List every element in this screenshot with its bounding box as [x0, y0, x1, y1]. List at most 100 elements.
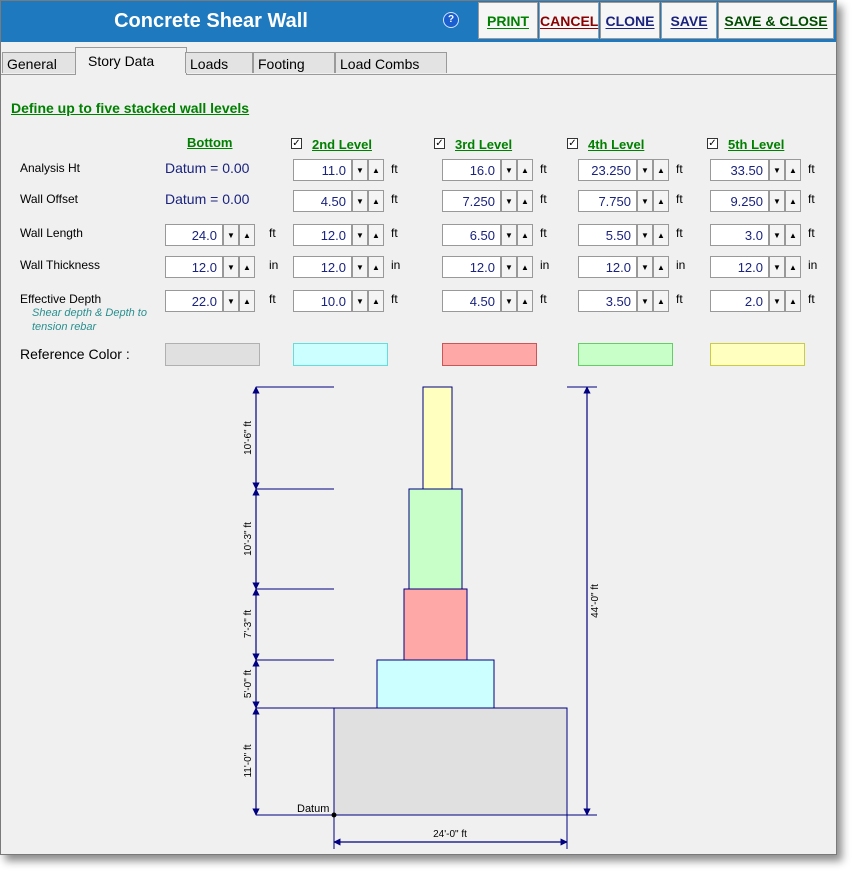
spinner-down-icon[interactable]: ▼: [769, 224, 785, 246]
spinner-up-icon[interactable]: ▲: [517, 256, 533, 278]
wall-thickness-level-2-input[interactable]: 12.0: [293, 256, 352, 278]
spinner-up-icon[interactable]: ▲: [368, 256, 384, 278]
spinner-up-icon[interactable]: ▲: [239, 224, 255, 246]
spinner-up-icon[interactable]: ▲: [785, 256, 801, 278]
spinner-up-icon[interactable]: ▲: [653, 290, 669, 312]
spinner-down-icon[interactable]: ▼: [352, 190, 368, 212]
wall-thickness-bottom-input[interactable]: 12.0: [165, 256, 223, 278]
spinner-up-icon[interactable]: ▲: [368, 190, 384, 212]
level-5-checkbox[interactable]: ✓: [707, 138, 718, 149]
level-2-color-swatch[interactable]: [293, 343, 388, 366]
level-4-checkbox[interactable]: ✓: [567, 138, 578, 149]
spinner-down-icon[interactable]: ▼: [769, 290, 785, 312]
spinner-down-icon[interactable]: ▼: [501, 190, 517, 212]
wall-offset-level-3-input[interactable]: 7.250: [442, 190, 501, 212]
spinner-down-icon[interactable]: ▼: [223, 256, 239, 278]
wall-offset-level-5-input[interactable]: 9.250: [710, 190, 769, 212]
analysis-ht-level-4-input[interactable]: 23.250: [578, 159, 637, 181]
spinner-down-icon[interactable]: ▼: [501, 159, 517, 181]
tab-loads[interactable]: Loads: [185, 52, 253, 73]
clone-button[interactable]: CLONE: [600, 2, 660, 39]
spinner-down-icon[interactable]: ▼: [223, 224, 239, 246]
spinner-down-icon[interactable]: ▼: [769, 256, 785, 278]
effective-depth-level-4-input[interactable]: 3.50: [578, 290, 637, 312]
spinner-up-icon[interactable]: ▲: [785, 290, 801, 312]
level-3-color-swatch[interactable]: [442, 343, 537, 366]
tab-story-data[interactable]: Story Data: [75, 47, 187, 75]
spinner-up-icon[interactable]: ▲: [785, 224, 801, 246]
spinner-down-icon[interactable]: ▼: [637, 290, 653, 312]
wall-length-level-2-input[interactable]: 12.0: [293, 224, 352, 246]
unit-label: ft: [540, 162, 547, 176]
save-button[interactable]: SAVE: [661, 2, 717, 39]
tab-general[interactable]: General: [2, 52, 80, 73]
wall-length-level-3-input[interactable]: 6.50: [442, 224, 501, 246]
analysis-ht-level-3-input[interactable]: 16.0: [442, 159, 501, 181]
effective-depth-level-3-input[interactable]: 4.50: [442, 290, 501, 312]
spinner-down-icon[interactable]: ▼: [501, 224, 517, 246]
tab-footing[interactable]: Footing: [253, 52, 335, 73]
cancel-button[interactable]: CANCEL: [539, 2, 599, 39]
effective-depth-bottom-input[interactable]: 22.0: [165, 290, 223, 312]
unit-label: ft: [540, 192, 547, 206]
spinner-down-icon[interactable]: ▼: [769, 190, 785, 212]
save-close-button[interactable]: SAVE & CLOSE: [718, 2, 834, 39]
spinner-down-icon[interactable]: ▼: [769, 159, 785, 181]
bottom-color-swatch[interactable]: [165, 343, 260, 366]
spinner-up-icon[interactable]: ▲: [239, 290, 255, 312]
tab-strip: General Story Data Loads Footing Load Co…: [1, 47, 836, 75]
spinner-down-icon[interactable]: ▼: [223, 290, 239, 312]
spinner-down-icon[interactable]: ▼: [637, 159, 653, 181]
analysis-ht-level-5-input[interactable]: 33.50: [710, 159, 769, 181]
level-5-color-swatch[interactable]: [710, 343, 805, 366]
spinner-up-icon[interactable]: ▲: [368, 290, 384, 312]
spinner-down-icon[interactable]: ▼: [352, 224, 368, 246]
level-2-checkbox[interactable]: ✓: [291, 138, 302, 149]
level-3-checkbox[interactable]: ✓: [434, 138, 445, 149]
level-4-color-swatch[interactable]: [578, 343, 673, 366]
effective-depth-level-5-input[interactable]: 2.0: [710, 290, 769, 312]
wall-thickness-level-3-input[interactable]: 12.0: [442, 256, 501, 278]
spinner-down-icon[interactable]: ▼: [637, 224, 653, 246]
datum-label: Datum: [297, 803, 329, 815]
effective-depth-level-2-input[interactable]: 10.0: [293, 290, 352, 312]
unit-label: in: [808, 258, 818, 272]
spinner-down-icon[interactable]: ▼: [352, 290, 368, 312]
level-5-label: 5th Level: [728, 137, 785, 152]
spinner-up-icon[interactable]: ▲: [517, 159, 533, 181]
spinner-up-icon[interactable]: ▲: [517, 290, 533, 312]
spinner-up-icon[interactable]: ▲: [653, 256, 669, 278]
spinner-up-icon[interactable]: ▲: [653, 224, 669, 246]
analysis-ht-label: Analysis Ht: [20, 161, 81, 175]
spinner-down-icon[interactable]: ▼: [637, 190, 653, 212]
level-4-wall-block: [408, 488, 463, 590]
spinner-down-icon[interactable]: ▼: [637, 256, 653, 278]
spinner-up-icon[interactable]: ▲: [785, 190, 801, 212]
unit-label: ft: [808, 292, 815, 306]
unit-label: in: [269, 258, 279, 272]
spinner-up-icon[interactable]: ▲: [653, 190, 669, 212]
tab-load-combs[interactable]: Load Combs: [335, 52, 447, 73]
wall-length-level-5-input[interactable]: 3.0: [710, 224, 769, 246]
effective-depth-label: Effective Depth: [20, 292, 102, 306]
spinner-down-icon[interactable]: ▼: [501, 290, 517, 312]
spinner-down-icon[interactable]: ▼: [352, 256, 368, 278]
print-button[interactable]: PRINT: [478, 2, 538, 39]
spinner-down-icon[interactable]: ▼: [501, 256, 517, 278]
wall-length-level-4-input[interactable]: 5.50: [578, 224, 637, 246]
spinner-up-icon[interactable]: ▲: [785, 159, 801, 181]
spinner-up-icon[interactable]: ▲: [653, 159, 669, 181]
analysis-ht-level-2-input[interactable]: 11.0: [293, 159, 352, 181]
wall-thickness-level-4-input[interactable]: 12.0: [578, 256, 637, 278]
spinner-up-icon[interactable]: ▲: [239, 256, 255, 278]
spinner-up-icon[interactable]: ▲: [368, 159, 384, 181]
wall-offset-level-2-input[interactable]: 4.50: [293, 190, 352, 212]
wall-offset-level-4-input[interactable]: 7.750: [578, 190, 637, 212]
spinner-up-icon[interactable]: ▲: [517, 224, 533, 246]
spinner-up-icon[interactable]: ▲: [368, 224, 384, 246]
help-icon[interactable]: ?: [443, 12, 459, 28]
spinner-down-icon[interactable]: ▼: [352, 159, 368, 181]
wall-thickness-level-5-input[interactable]: 12.0: [710, 256, 769, 278]
wall-length-bottom-input[interactable]: 24.0: [165, 224, 223, 246]
spinner-up-icon[interactable]: ▲: [517, 190, 533, 212]
